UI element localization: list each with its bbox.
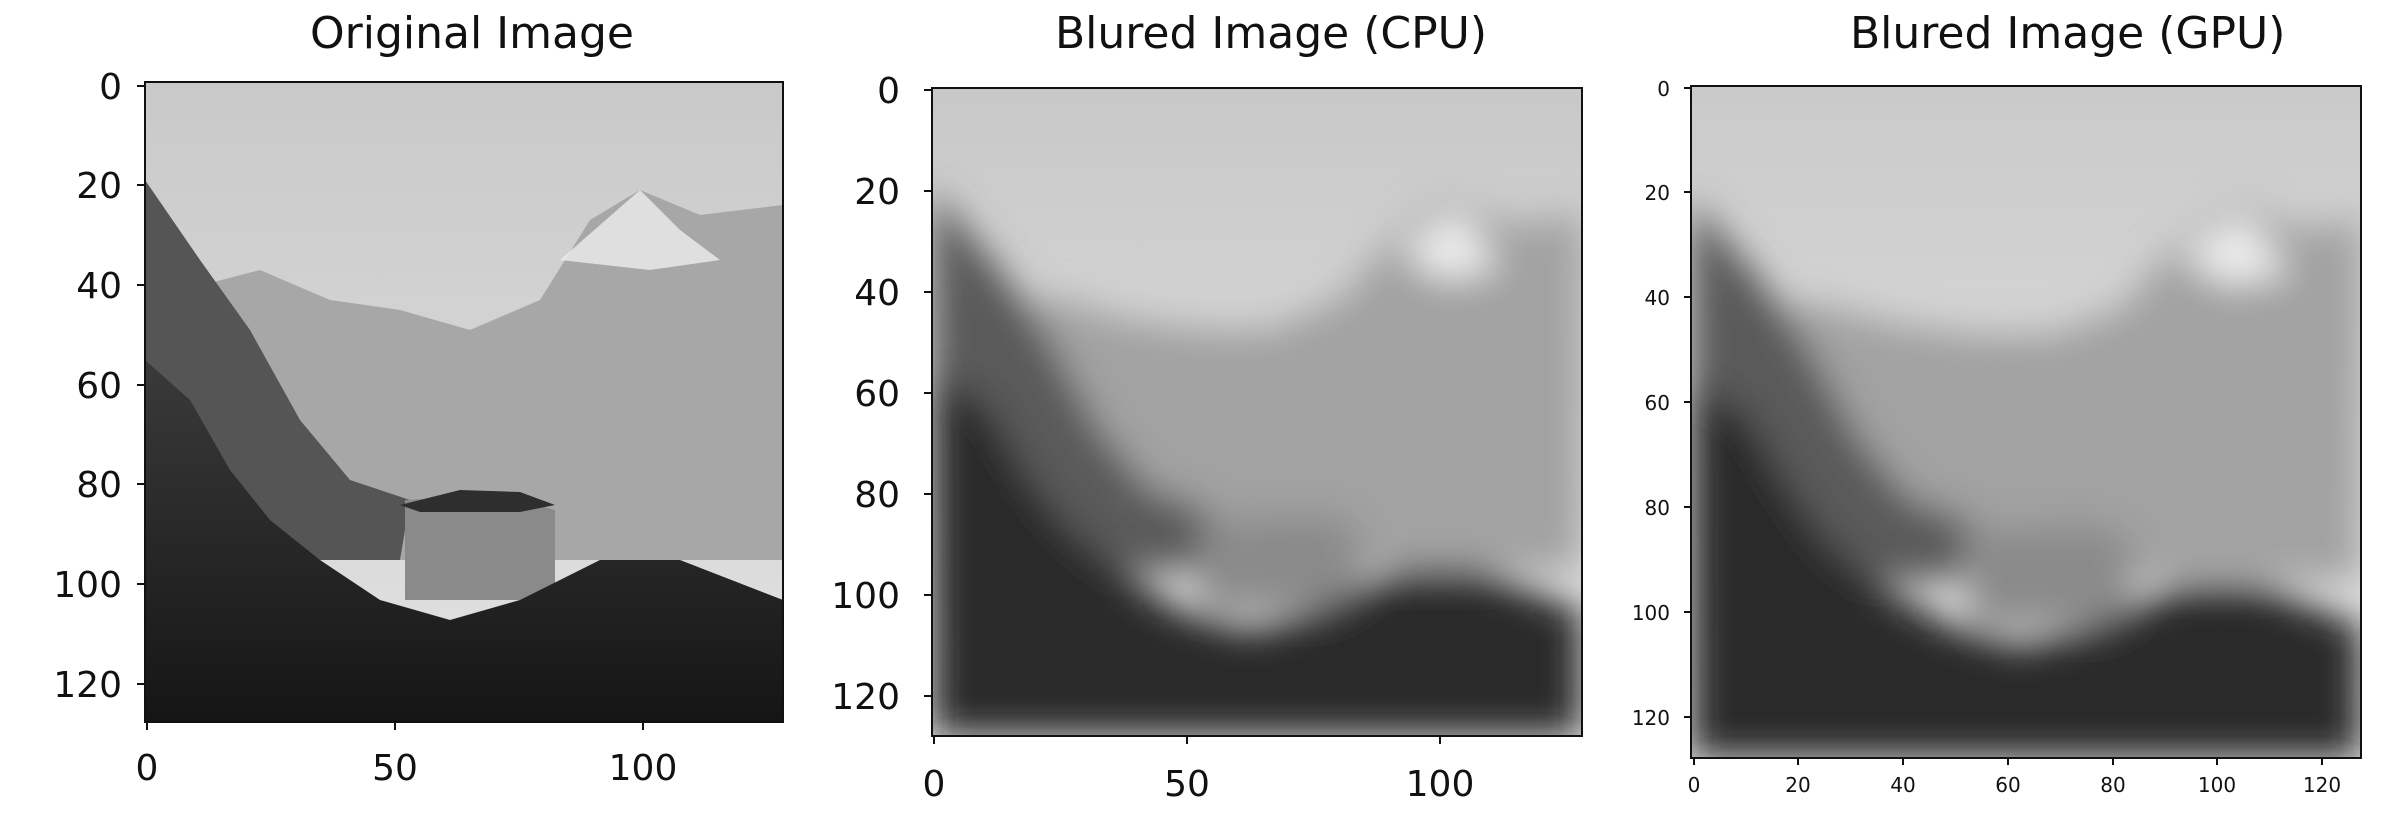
x-tick-label: 100 <box>2198 773 2236 797</box>
y-tick-label: 80 <box>1645 496 1670 520</box>
y-tick-label: 60 <box>1645 391 1670 415</box>
y-tick-label: 120 <box>831 677 900 718</box>
x-tick-label: 80 <box>2100 773 2125 797</box>
x-tick-label: 60 <box>1995 773 2020 797</box>
x-tick-label: 0 <box>923 764 946 805</box>
y-tick-label: 80 <box>854 475 900 516</box>
panel-title: Blured Image (GPU) <box>1850 8 2286 59</box>
y-tick-label: 20 <box>76 166 122 207</box>
x-tick-label: 100 <box>1406 764 1475 805</box>
y-axis: 0 20 40 60 80 100 120 <box>1632 77 1691 730</box>
panel-original: Original Image <box>0 0 800 838</box>
landscape-image <box>145 82 783 722</box>
x-tick-label: 50 <box>1164 764 1210 805</box>
y-tick-label: 60 <box>854 374 900 415</box>
x-tick-label: 0 <box>136 748 159 789</box>
plot-frame <box>144 81 784 723</box>
x-tick-label: 50 <box>372 748 418 789</box>
landscape-image-blurred <box>1691 86 2361 758</box>
image-plot: 0 20 40 60 80 100 120 0 20 40 60 80 100 … <box>1632 77 2362 797</box>
y-tick-label: 0 <box>877 71 900 112</box>
image-plot: 0 20 40 60 80 100 120 0 50 100 <box>53 67 784 789</box>
plot-frame <box>931 87 1583 737</box>
y-tick-label: 120 <box>53 665 122 706</box>
panel-title: Blured Image (CPU) <box>1055 8 1487 59</box>
y-tick-label: 0 <box>99 67 122 108</box>
y-axis: 0 20 40 60 80 100 120 <box>831 71 932 718</box>
panel-blur-cpu: Blured Image (CPU) <box>800 0 1600 838</box>
panel-title: Original Image <box>310 8 634 59</box>
x-tick-label: 20 <box>1785 773 1810 797</box>
y-tick-label: 40 <box>1645 286 1670 310</box>
x-tick-label: 0 <box>1688 773 1701 797</box>
y-tick-label: 120 <box>1632 706 1670 730</box>
y-axis: 0 20 40 60 80 100 120 <box>53 67 145 706</box>
y-tick-label: 20 <box>1645 181 1670 205</box>
image-plot: 0 20 40 60 80 100 120 0 50 100 <box>831 71 1583 805</box>
x-axis: 0 50 100 <box>136 722 678 789</box>
x-tick-label: 100 <box>609 748 678 789</box>
y-tick-label: 20 <box>854 172 900 213</box>
plot-frame <box>1690 85 2362 759</box>
x-tick-label: 40 <box>1890 773 1915 797</box>
y-tick-label: 100 <box>831 576 900 617</box>
x-axis: 0 50 100 <box>923 736 1475 805</box>
x-axis: 0 20 40 60 80 100 120 <box>1688 758 2341 797</box>
y-tick-label: 100 <box>1632 601 1670 625</box>
y-tick-label: 60 <box>76 366 122 407</box>
y-tick-label: 40 <box>76 266 122 307</box>
x-tick-label: 120 <box>2303 773 2341 797</box>
y-tick-label: 0 <box>1657 77 1670 101</box>
y-tick-label: 40 <box>854 273 900 314</box>
y-tick-label: 80 <box>76 465 122 506</box>
panel-blur-gpu: Blured Image (GPU) <box>1600 0 2399 838</box>
landscape-image-blurred <box>932 88 1582 736</box>
y-tick-label: 100 <box>53 565 122 606</box>
